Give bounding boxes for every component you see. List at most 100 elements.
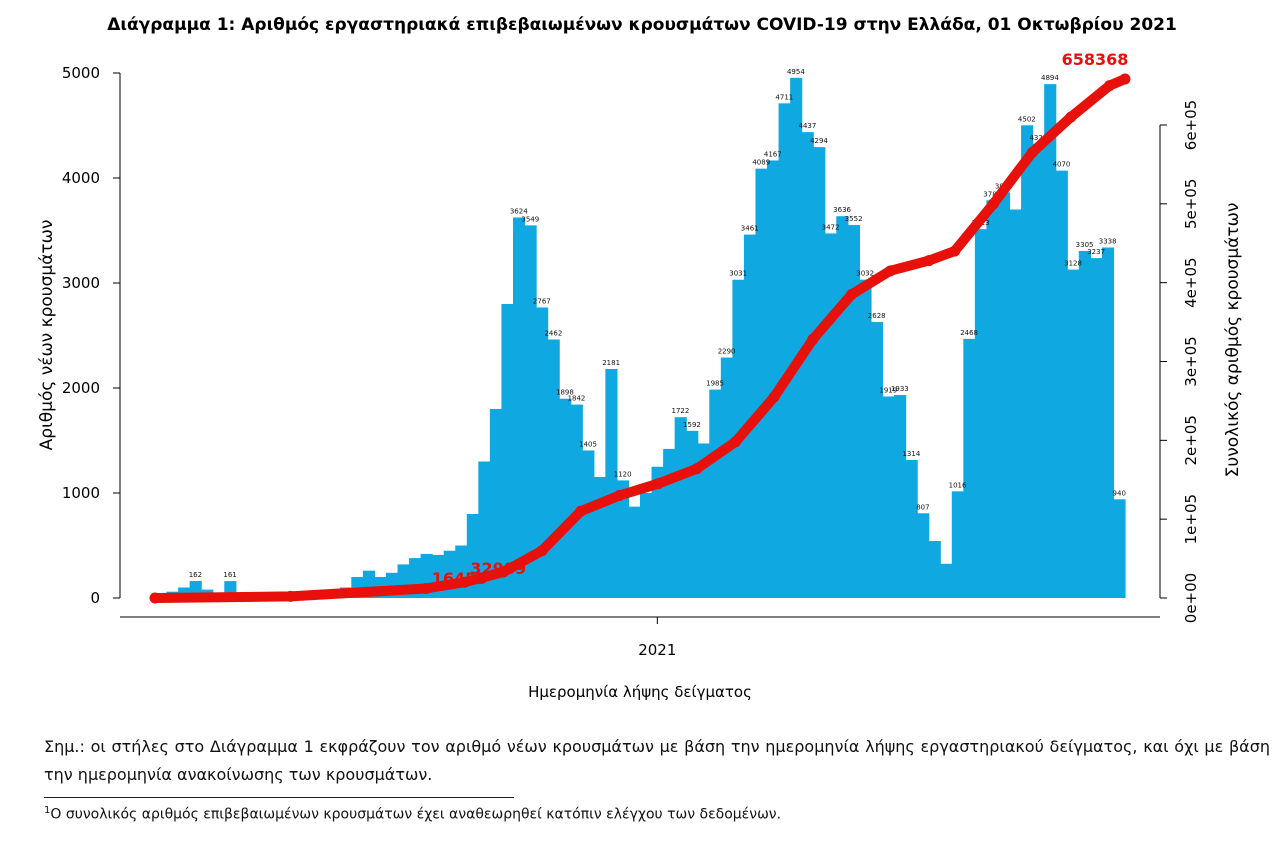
bar-data-label: 4437 <box>799 122 817 130</box>
bar-data-label: 4167 <box>764 150 782 158</box>
cumulative-point <box>1065 111 1077 123</box>
cumulative-line-series <box>149 73 1131 604</box>
bar <box>778 103 791 598</box>
bar <box>478 461 491 598</box>
bar <box>547 339 560 598</box>
bar-data-label: 3338 <box>1099 238 1117 246</box>
cumulative-point <box>691 463 703 475</box>
y2-tick-label: 6e+05 <box>1182 100 1200 150</box>
y-tick-label: 4000 <box>62 169 100 187</box>
bar <box>524 225 537 599</box>
cumulative-line <box>150 74 1130 603</box>
cumulative-point <box>949 245 961 257</box>
y2-tick-label: 1e+05 <box>1182 494 1200 544</box>
bar-data-label: 1985 <box>706 380 724 388</box>
bar <box>1090 258 1103 598</box>
x-axis-title: Ημερομηνία λήψης δείγματος <box>528 683 752 701</box>
bar-data-label: 4294 <box>810 137 828 145</box>
bar-data-label: 1919 <box>879 387 897 395</box>
bar <box>570 404 583 598</box>
cumulative-point <box>1026 147 1038 159</box>
x-tick-label: 2021 <box>638 641 676 659</box>
cumulative-point <box>768 391 780 403</box>
bar-data-label: 1314 <box>902 450 920 458</box>
bar-data-label: 3032 <box>856 270 874 278</box>
cumulative-point <box>459 576 471 588</box>
bar <box>917 513 930 598</box>
footnote-text: Ο συνολικός αριθμός επιβεβαιωμένων κρουσ… <box>50 806 782 823</box>
bar <box>536 307 549 598</box>
bar <box>605 368 618 598</box>
chart-title: Διάγραμμα 1: Αριθμός εργαστηριακά επιβεβ… <box>107 15 1177 35</box>
bar-data-label: 4502 <box>1018 115 1036 123</box>
bar <box>905 460 918 598</box>
bar <box>640 493 653 598</box>
bar-data-label: 4070 <box>1053 161 1071 169</box>
bar-data-label: 4711 <box>775 93 793 101</box>
y-axis-left <box>113 72 121 599</box>
y-tick-label: 3000 <box>62 274 100 292</box>
cumulative-point <box>575 505 587 517</box>
bar-data-label: 1016 <box>949 481 967 489</box>
bar <box>894 395 907 598</box>
y2-tick-label: 2e+05 <box>1182 415 1200 465</box>
bar <box>790 77 803 598</box>
bar <box>1044 84 1057 598</box>
y-axis-right <box>1159 124 1167 599</box>
bar <box>1032 143 1045 598</box>
cumulative-point <box>613 490 625 502</box>
bar-series <box>155 77 1126 599</box>
bar-data-label: 3788 <box>983 190 1001 198</box>
cumulative-point <box>807 333 819 345</box>
bar-data-label: 3624 <box>510 207 528 215</box>
cumulative-annotation: 16453 <box>432 569 488 588</box>
bar-data-label: 940 <box>1113 489 1126 497</box>
bar <box>512 217 526 599</box>
y-tick-label: 0 <box>90 589 100 607</box>
footnote-divider <box>44 797 514 798</box>
bar <box>974 229 988 598</box>
bar <box>813 147 826 598</box>
bar-data-label: 2628 <box>868 312 886 320</box>
cumulative-point <box>284 590 296 602</box>
bar <box>1021 125 1034 598</box>
bar <box>963 338 976 598</box>
bar <box>743 234 757 598</box>
bar <box>882 396 895 598</box>
y-tick-label: 2000 <box>62 379 100 397</box>
bar-data-label: 1842 <box>568 395 586 403</box>
bar-data-label: 3128 <box>1064 260 1082 268</box>
bar-data-label: 3472 <box>822 223 840 231</box>
bar <box>847 225 861 599</box>
bar-data-label: 1898 <box>556 389 574 397</box>
bar-data-label: 4894 <box>1041 74 1059 82</box>
bar-data-label: 2290 <box>718 348 736 356</box>
bar <box>997 192 1011 598</box>
bar <box>489 409 503 598</box>
covid-cases-chart: Διάγραμμα 1: Αριθμός εργαστηριακά επιβεβ… <box>37 15 1243 701</box>
bar <box>767 160 780 598</box>
bar <box>824 233 837 598</box>
cumulative-point <box>1104 80 1116 92</box>
bar <box>1078 250 1091 598</box>
y2-tick-label: 3e+05 <box>1182 336 1200 386</box>
bar <box>940 563 953 598</box>
cumulative-point <box>149 592 161 604</box>
bar-data-label: 3305 <box>1076 241 1094 249</box>
tick-labels: 0 1000 2000 3000 4000 5000 0e+00 1e+05 2e+05 3e+0… <box>62 64 1200 659</box>
bar <box>593 476 606 598</box>
y2-tick-label: 0e+00 <box>1182 573 1200 623</box>
bar <box>859 279 872 598</box>
cumulative-point <box>497 566 509 578</box>
footnote-marker: 1 <box>44 805 51 816</box>
bar-data-label: 1722 <box>672 407 690 415</box>
bar-data-label: 807 <box>916 503 929 511</box>
cumulative-point <box>846 288 858 300</box>
bar <box>1101 247 1115 598</box>
cumulative-point <box>884 265 896 277</box>
bar-data-label: 162 <box>189 571 202 579</box>
cumulative-annotation: 658368 <box>1062 50 1129 69</box>
bar <box>755 168 768 598</box>
bar <box>720 357 733 598</box>
